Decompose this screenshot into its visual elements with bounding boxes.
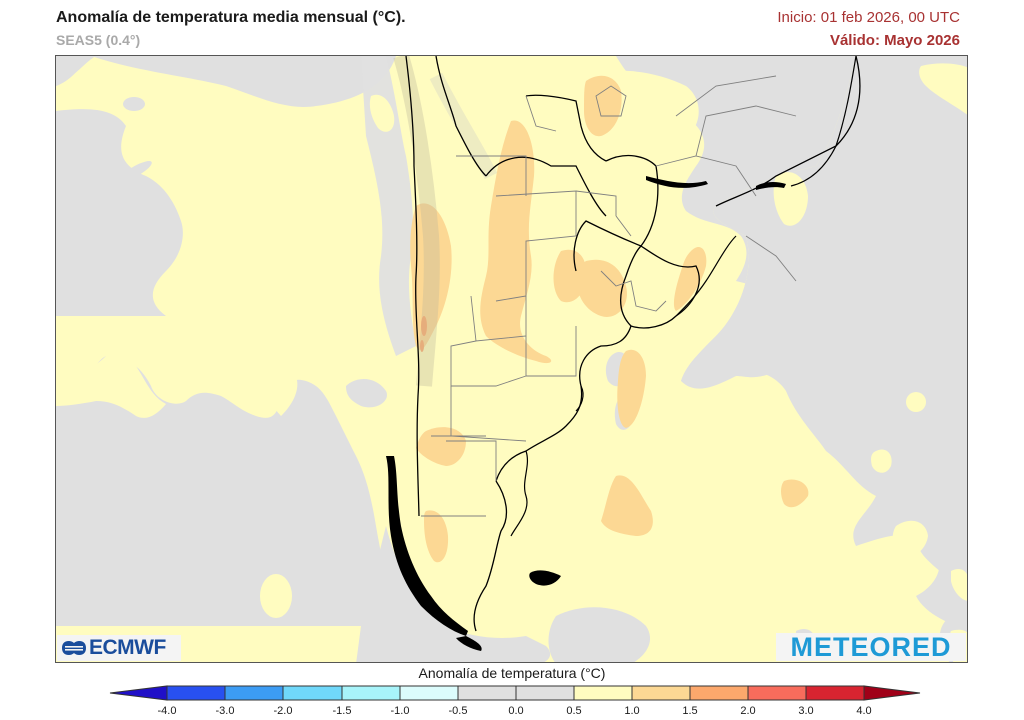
colorbar-tick: 0.5	[566, 705, 582, 717]
map-title: Anomalía de temperatura media mensual (°…	[56, 9, 406, 26]
ecmwf-logo-text: ECMWF	[89, 636, 166, 659]
anomaly-map: ECMWF METEORED	[55, 55, 968, 663]
colorbar-tick: 3.0	[798, 705, 814, 717]
meteored-logo-text: METEORED	[790, 631, 952, 662]
colorbar-tick: -2.0	[273, 705, 293, 717]
colorbar-tick: -1.0	[390, 705, 410, 717]
colorbar-tick: 4.0	[856, 705, 872, 717]
colorbar	[109, 685, 921, 701]
colorbar-tick: -0.5	[448, 705, 468, 717]
colorbar-tick: 1.0	[624, 705, 640, 717]
valid-period: Válido: Mayo 2026	[829, 32, 960, 49]
init-time: Inicio: 01 feb 2026, 00 UTC	[777, 9, 960, 26]
colorbar-tick: 1.5	[682, 705, 698, 717]
colorbar-tick: -1.5	[332, 705, 352, 717]
colorbar-tick: 2.0	[740, 705, 756, 717]
colorbar-title: Anomalía de temperatura (°C)	[418, 665, 606, 681]
anomaly-field	[56, 56, 967, 662]
colorbar-tick: 0.0	[508, 705, 524, 717]
meteored-logo: METEORED	[776, 631, 966, 662]
ecmwf-symbol-icon	[62, 641, 86, 655]
colorbar-tick: -3.0	[215, 705, 235, 717]
ecmwf-logo: ECMWF	[57, 635, 181, 661]
model-label: SEAS5 (0.4°)	[56, 32, 141, 48]
colorbar-tick: -4.0	[157, 705, 177, 717]
